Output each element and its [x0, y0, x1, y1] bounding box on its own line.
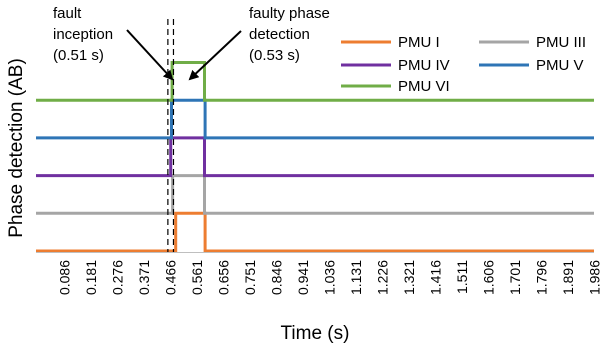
x-tick-label: 1.796	[534, 260, 550, 295]
x-tick-label: 0.371	[136, 260, 152, 295]
x-tick-label: 0.086	[57, 260, 73, 295]
legend-label: PMU I	[398, 34, 440, 51]
x-tick-label: 0.656	[216, 260, 232, 295]
legend-item-pmu-iv: PMU IV	[341, 57, 450, 74]
x-tick-label: 1.891	[560, 260, 576, 295]
x-tick-label: 0.751	[242, 260, 258, 295]
legend-item-pmu-vi: PMU VI	[341, 78, 450, 95]
annotation-line: inception	[53, 26, 113, 43]
x-tick-label: 1.131	[348, 260, 364, 295]
series-layer	[36, 61, 594, 253]
annotation-line: (0.53 s)	[249, 47, 300, 64]
legend-item-pmu-iii: PMU III	[479, 34, 586, 51]
annotations: fault inception (0.51 s) faulty phase detect…	[53, 5, 330, 81]
x-tick-label: 0.276	[110, 260, 126, 295]
x-tick-label: 1.321	[401, 260, 417, 295]
annotation-arrow	[126, 29, 174, 81]
x-axis-title: Time (s)	[281, 323, 350, 344]
x-tick-label: 1.226	[375, 260, 391, 295]
x-tick-label: 0.846	[269, 260, 285, 295]
fault-detection-annotation: faulty phase detection (0.53 s)	[249, 5, 330, 64]
annotation-line: faulty phase	[249, 5, 330, 22]
legend-label: PMU IV	[398, 57, 450, 74]
x-tick-label: 1.416	[428, 260, 444, 295]
x-tick-labels: 0.086 0.181 0.276 0.371 0.466 0.561 0.656 0.751…	[57, 260, 600, 295]
annotation-line: (0.51 s)	[53, 47, 104, 64]
series-line-pmu-vi	[36, 61, 594, 102]
y-axis-title: Phase detection (AB)	[6, 58, 27, 238]
legend-label: PMU V	[536, 57, 584, 74]
annotation-arrow	[188, 30, 242, 81]
legend-item-pmu-i: PMU I	[341, 34, 440, 51]
x-tick-label: 1.036	[322, 260, 338, 295]
annotation-line: fault	[53, 5, 82, 22]
annotation-line: detection	[249, 26, 310, 43]
legend-item-pmu-v: PMU V	[479, 57, 584, 74]
fault-marker-layer	[167, 19, 175, 252]
x-tick-label: 0.181	[83, 260, 99, 295]
legend-label: PMU VI	[398, 78, 450, 95]
series-line-pmu-v	[36, 98, 594, 140]
series-line-pmu-i	[36, 211, 594, 253]
legend: PMU I PMU III PMU IV PMU V PMU VI	[341, 34, 586, 95]
series-line-pmu-iii	[36, 174, 594, 215]
x-tick-label: 0.941	[295, 260, 311, 295]
x-tick-label: 1.606	[481, 260, 497, 295]
x-tick-label: 1.986	[587, 260, 600, 295]
legend-label: PMU III	[536, 34, 586, 51]
x-tick-label: 0.561	[189, 260, 205, 295]
x-tick-label: 1.701	[507, 260, 523, 295]
x-tick-label: 0.466	[163, 260, 179, 295]
x-tick-label: 1.511	[454, 260, 470, 294]
fault-inception-annotation: fault inception (0.51 s)	[53, 5, 113, 64]
series-line-pmu-iv	[36, 136, 594, 178]
